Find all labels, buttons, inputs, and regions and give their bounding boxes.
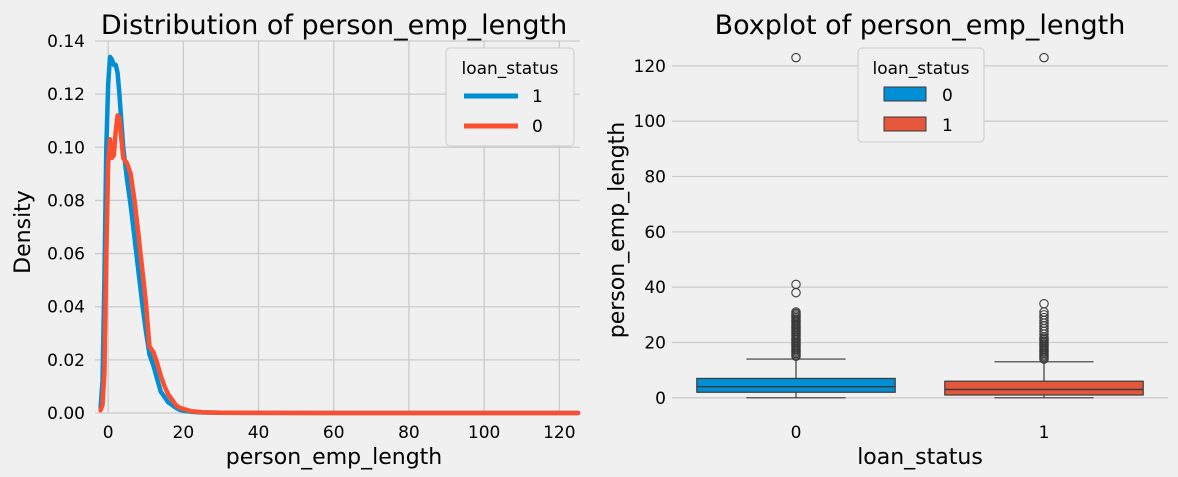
right-legend-swatch-1 (883, 116, 927, 132)
left-x-tick-label: 20 (173, 423, 195, 443)
left-x-axis-label: person_emp_length (226, 445, 442, 470)
left-y-axis-label: Density (11, 190, 36, 274)
left-y-tick-label: 0.02 (47, 351, 85, 371)
outlier-point (791, 307, 801, 317)
outlier-point (1039, 299, 1049, 309)
outlier-point (1039, 52, 1049, 63)
right-y-tick-label: 40 (644, 278, 666, 298)
right-legend: loan_status 0 1 (857, 47, 985, 143)
right-boxes (696, 52, 1144, 399)
left-x-tick-label: 80 (398, 423, 420, 443)
right-legend-label-1: 1 (942, 116, 953, 136)
right-chart-title: Boxplot of person_emp_length (715, 10, 1126, 41)
right-legend-label-0: 0 (942, 86, 953, 106)
right-y-tick-label: 60 (644, 223, 666, 243)
left-legend-label-0: 0 (532, 117, 543, 137)
left-y-tick-label: 0.04 (47, 298, 85, 318)
outlier-point (791, 279, 801, 290)
density-chart: 0.00 0.02 0.04 0.06 0.08 0.10 0.12 0.14 0 20 40 60… (11, 10, 581, 470)
left-y-tick-label: 0.12 (47, 85, 85, 105)
right-x-tick-label: 0 (791, 423, 802, 443)
right-y-tick-label: 120 (634, 57, 666, 77)
left-y-tick-label: 0.06 (47, 245, 85, 265)
right-legend-title: loan_status (872, 59, 969, 79)
left-y-tick-label: 0.08 (47, 191, 85, 211)
left-x-tick-label: 120 (543, 423, 575, 443)
left-y-tick-label: 0.10 (47, 138, 85, 158)
outlier-point (1039, 310, 1049, 320)
box-group-1 (944, 52, 1144, 399)
left-y-tick-label: 0.14 (47, 32, 85, 52)
left-legend: loan_status 1 0 (445, 47, 575, 147)
right-y-tick-label: 100 (634, 112, 666, 132)
right-y-tick-label: 0 (655, 389, 666, 409)
density-line-series-0 (98, 113, 581, 416)
outlier-point (1039, 312, 1049, 323)
left-y-tick-label: 0.00 (47, 404, 85, 424)
box-iqr (696, 377, 896, 393)
outlier-point (791, 287, 801, 298)
left-y-tick-labels: 0.00 0.02 0.04 0.06 0.08 0.10 0.12 0.14 (47, 32, 85, 424)
right-y-tick-labels: 0 20 40 60 80 100 120 (634, 57, 666, 409)
left-density-lines (98, 54, 581, 416)
right-y-tick-label: 20 (644, 333, 666, 353)
left-x-tick-label: 100 (468, 423, 500, 443)
left-x-tick-label: 0 (103, 423, 114, 443)
box-group-0 (696, 52, 896, 399)
right-y-tick-label: 80 (644, 168, 666, 188)
left-x-tick-label: 40 (248, 423, 270, 443)
left-legend-label-1: 1 (532, 87, 543, 107)
box-iqr (944, 380, 1144, 396)
left-x-tick-label: 60 (323, 423, 345, 443)
left-x-tick-labels: 0 20 40 60 80 100 120 (103, 423, 576, 443)
left-legend-title: loan_status (461, 59, 558, 79)
right-y-axis-label: person_emp_length (605, 122, 630, 338)
left-chart-title: Distribution of person_emp_length (101, 10, 567, 41)
right-x-axis-label: loan_status (857, 445, 983, 470)
outlier-point (791, 52, 801, 63)
right-x-tick-label: 1 (1039, 423, 1050, 443)
right-legend-swatch-0 (883, 86, 927, 102)
